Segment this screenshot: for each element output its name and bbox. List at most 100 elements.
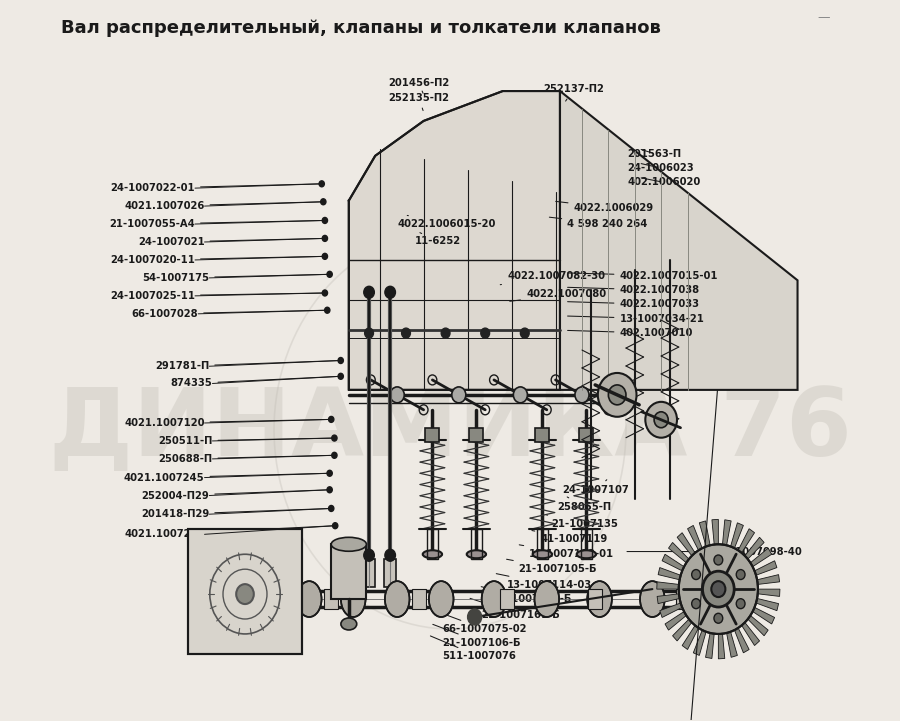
Ellipse shape — [385, 581, 410, 617]
Circle shape — [332, 523, 338, 528]
Bar — [384, 559, 396, 587]
Circle shape — [364, 549, 374, 561]
Text: 21-1007105-Б: 21-1007105-Б — [507, 559, 597, 574]
Polygon shape — [665, 611, 687, 630]
Circle shape — [714, 614, 723, 623]
Polygon shape — [754, 561, 777, 575]
Text: 252135-П2: 252135-П2 — [388, 92, 449, 110]
Text: —: — — [817, 12, 830, 25]
Text: 4021.1007245: 4021.1007245 — [124, 472, 327, 482]
Circle shape — [401, 328, 410, 338]
Circle shape — [481, 328, 490, 338]
Text: 201563-П: 201563-П — [627, 149, 681, 159]
Polygon shape — [718, 634, 724, 659]
Circle shape — [391, 387, 404, 403]
Text: 4022.1007038: 4022.1007038 — [568, 285, 699, 295]
Ellipse shape — [297, 581, 321, 617]
Text: 511-1007076: 511-1007076 — [430, 636, 516, 661]
Text: 4022.1006029: 4022.1006029 — [555, 201, 653, 213]
Text: 24-1007025-11: 24-1007025-11 — [110, 291, 322, 301]
Text: 258055-П: 258055-П — [558, 497, 612, 512]
Bar — [412, 589, 427, 609]
Text: 21-1007135: 21-1007135 — [546, 515, 618, 528]
Polygon shape — [693, 630, 706, 655]
Text: 66-1007075-02: 66-1007075-02 — [436, 611, 526, 634]
Text: 66-1007028: 66-1007028 — [131, 309, 325, 319]
Ellipse shape — [482, 581, 507, 617]
Circle shape — [452, 387, 466, 403]
Circle shape — [711, 581, 725, 597]
Circle shape — [441, 328, 450, 338]
Text: 13-1007114-03: 13-1007114-03 — [496, 574, 592, 590]
Text: 21-1007106-Б: 21-1007106-Б — [433, 624, 520, 647]
Circle shape — [325, 307, 330, 313]
Text: 4021.1007120: 4021.1007120 — [124, 418, 328, 428]
Bar — [363, 559, 375, 587]
Polygon shape — [757, 575, 779, 585]
Bar — [676, 589, 690, 609]
Polygon shape — [657, 594, 680, 603]
Polygon shape — [752, 607, 775, 624]
Bar — [331, 544, 366, 599]
Circle shape — [364, 286, 374, 298]
Ellipse shape — [253, 581, 277, 617]
Text: 874335: 874335 — [171, 376, 338, 389]
Text: 13-1007034-21: 13-1007034-21 — [568, 314, 705, 324]
Circle shape — [679, 544, 758, 634]
Circle shape — [385, 549, 395, 561]
Circle shape — [322, 253, 328, 260]
Circle shape — [322, 236, 328, 242]
Ellipse shape — [429, 581, 454, 617]
Circle shape — [520, 328, 529, 338]
Circle shape — [598, 373, 636, 417]
Text: 291781-П: 291781-П — [155, 360, 338, 371]
Circle shape — [703, 571, 734, 607]
Text: Вал распределительный, клапаны и толкатели клапанов: Вал распределительный, клапаны и толкате… — [61, 19, 661, 37]
Circle shape — [364, 328, 373, 338]
Text: 41-1007119: 41-1007119 — [532, 531, 608, 544]
Ellipse shape — [535, 581, 559, 617]
Bar — [537, 529, 548, 559]
Polygon shape — [758, 589, 780, 596]
Ellipse shape — [423, 550, 442, 558]
Circle shape — [328, 417, 334, 423]
Bar — [324, 589, 338, 609]
Circle shape — [645, 402, 677, 438]
Text: 24-1007098-40: 24-1007098-40 — [627, 547, 803, 557]
Ellipse shape — [341, 618, 356, 630]
Circle shape — [692, 570, 700, 580]
Text: 201418-П29: 201418-П29 — [141, 508, 328, 519]
Text: 24-1007107: 24-1007107 — [562, 479, 629, 495]
Bar — [536, 428, 549, 442]
Ellipse shape — [588, 581, 612, 617]
Text: 13-1007112-01: 13-1007112-01 — [519, 545, 615, 559]
Polygon shape — [734, 628, 749, 653]
Text: 201456-П2: 201456-П2 — [388, 79, 449, 93]
Text: 24-1007020-11: 24-1007020-11 — [110, 255, 322, 265]
Bar — [188, 529, 302, 654]
Text: 402.1006020: 402.1006020 — [627, 177, 700, 187]
Polygon shape — [731, 523, 743, 548]
Text: 24-1007022-01: 24-1007022-01 — [111, 183, 319, 193]
Polygon shape — [723, 520, 731, 545]
Circle shape — [320, 199, 326, 205]
Polygon shape — [751, 548, 771, 567]
Bar — [580, 428, 593, 442]
Circle shape — [736, 598, 745, 609]
Circle shape — [468, 609, 482, 625]
Polygon shape — [662, 554, 684, 571]
Circle shape — [736, 570, 745, 580]
Text: 4022.1007015-01: 4022.1007015-01 — [568, 271, 718, 280]
Polygon shape — [742, 622, 760, 645]
Text: 21-1007055-А4: 21-1007055-А4 — [109, 219, 322, 229]
Circle shape — [322, 218, 328, 224]
Text: 4022.1006015-20: 4022.1006015-20 — [398, 216, 496, 229]
Circle shape — [714, 555, 723, 565]
Polygon shape — [658, 567, 680, 580]
Text: 250688-П: 250688-П — [158, 454, 331, 464]
Circle shape — [608, 385, 626, 404]
Polygon shape — [706, 633, 715, 658]
Text: 4022.1007080: 4022.1007080 — [509, 289, 606, 301]
Text: 4 598 240 264: 4 598 240 264 — [549, 217, 648, 229]
Polygon shape — [349, 91, 560, 390]
